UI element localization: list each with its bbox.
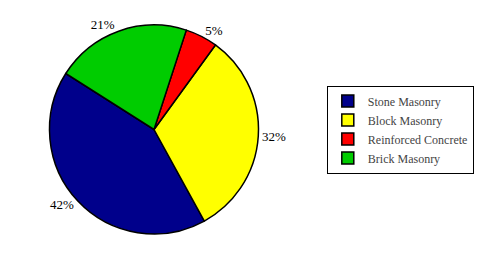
svg-text:5%: 5% — [205, 23, 223, 38]
svg-text:Brick Masonry: Brick Masonry — [368, 152, 440, 166]
svg-text:21%: 21% — [91, 17, 115, 32]
svg-text:Block Masonry: Block Masonry — [368, 114, 442, 128]
svg-text:Reinforced Concrete: Reinforced Concrete — [368, 133, 468, 147]
svg-text:Stone Masonry: Stone Masonry — [368, 95, 441, 109]
svg-text:42%: 42% — [50, 197, 74, 212]
svg-text:32%: 32% — [262, 129, 286, 144]
